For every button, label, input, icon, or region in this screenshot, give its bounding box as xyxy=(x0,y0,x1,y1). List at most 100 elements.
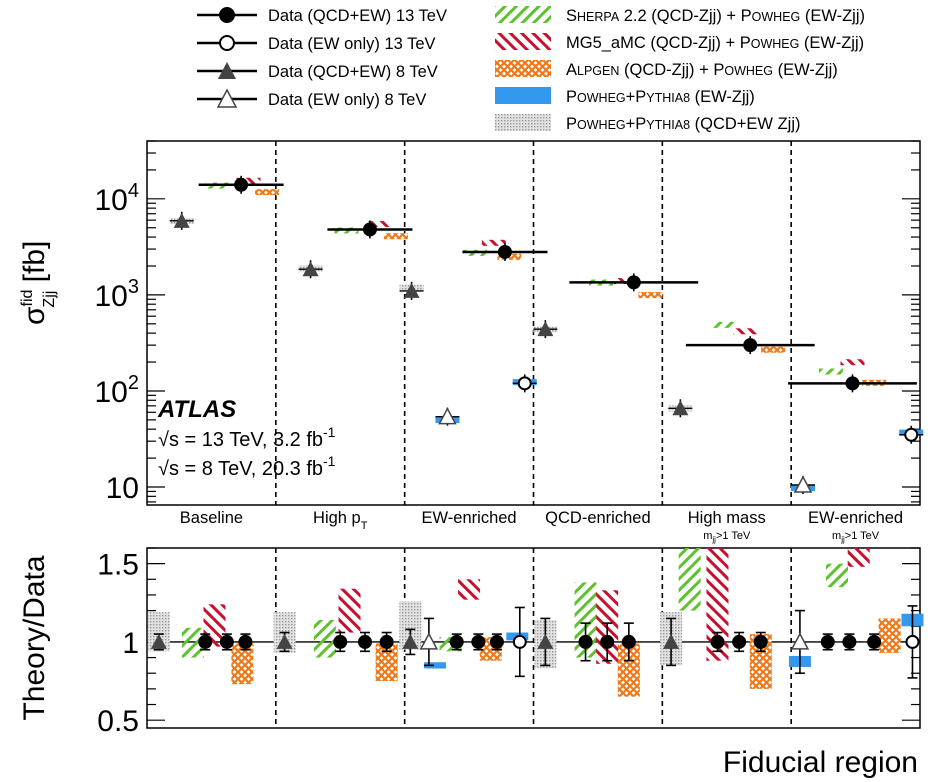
ratio-theory-band xyxy=(749,634,772,689)
ratio-point xyxy=(732,634,747,649)
data-point xyxy=(362,222,377,237)
legend-swatch xyxy=(495,60,551,77)
legend-label-part: OWHEG xyxy=(577,91,626,105)
legend-swatch xyxy=(495,6,551,23)
ratio-point xyxy=(790,632,810,650)
data-point xyxy=(743,338,758,353)
ratio-point xyxy=(238,634,253,649)
theory-band xyxy=(365,220,390,227)
ratio-theory-band xyxy=(338,588,361,633)
y-tick-label: 103 xyxy=(95,276,140,313)
sigma: σ xyxy=(18,306,51,325)
ratio-point xyxy=(820,634,835,649)
sigma-superscript: fid xyxy=(19,290,36,307)
legend-label-part: P xyxy=(566,115,577,133)
sqrt-s: √s xyxy=(158,429,179,451)
legend-marker xyxy=(219,35,235,51)
ratio-point xyxy=(449,634,464,649)
ratio-point xyxy=(753,634,768,649)
legend-label: Data (QCD+EW) 8 TeV xyxy=(268,63,438,81)
legend-label-part: (EW-Zjj) xyxy=(799,34,864,52)
category-name: QCD-enriched xyxy=(545,509,650,527)
cut-var: m xyxy=(703,530,712,542)
ratio-theory-band xyxy=(147,612,170,652)
ratio-point xyxy=(419,632,439,650)
ratio-tick-label: 1.5 xyxy=(97,549,139,582)
ratio-point xyxy=(905,634,920,649)
ratio-point xyxy=(621,634,636,649)
ratio-point xyxy=(198,634,213,649)
category-label: EW-enriched xyxy=(422,509,517,527)
legend-label: MG5_aMC (QCD-Zjj) + POWHEG (EW-Zjj) xyxy=(566,34,864,52)
legend-label: Data (EW only) 8 TeV xyxy=(268,91,426,109)
bottom-y-axis-title: Theory/Data xyxy=(18,555,51,720)
data-point xyxy=(904,427,919,442)
ratio-theory-band xyxy=(826,563,849,588)
legend-marker xyxy=(219,7,235,23)
legend-label: Data (QCD+EW) 13 TeV xyxy=(268,7,447,25)
ratio-point xyxy=(578,634,593,649)
ratio-theory-band xyxy=(878,618,901,653)
theory-band xyxy=(733,328,758,335)
cut-var-sub: jj xyxy=(840,535,845,544)
legend-label-part: OWHEG xyxy=(577,118,626,132)
cut-value: >1 TeV xyxy=(845,530,880,542)
legend-label-part: (EW-Zjj) xyxy=(690,88,755,106)
lumi-unit-exp: -1 xyxy=(323,424,336,440)
y-tick-base: 10 xyxy=(95,184,128,217)
y-tick-exponent: 3 xyxy=(128,276,139,298)
ratio-theory-band xyxy=(424,662,447,669)
axis-labels: Baseline High pT EW-enriched QCD-enriched Hi… xyxy=(18,241,918,779)
ratio-point xyxy=(663,633,680,649)
legend-label-part: S xyxy=(566,7,577,25)
legend-label-part: OWHEG xyxy=(751,37,800,51)
energy-text: = 8 TeV, 20.3 fb xyxy=(179,458,323,480)
data-point xyxy=(302,261,319,277)
sigma-subscript: Zjj xyxy=(41,291,58,308)
ratio-theory-band xyxy=(231,643,254,685)
theory-band xyxy=(818,368,843,375)
legend: Data (QCD+EW) 13 TeV Data (EW only) 13 Te… xyxy=(197,6,865,133)
legend-label-part: P xyxy=(566,88,577,106)
ratio-theory-band xyxy=(678,548,701,611)
data-point xyxy=(234,177,249,192)
legend-label-part: OWHEG xyxy=(752,10,801,24)
legend-marker xyxy=(218,62,236,79)
legend-label: Data (EW only) 13 TeV xyxy=(268,35,436,53)
legend-swatch xyxy=(495,114,551,131)
legend-label-part: OWHEG xyxy=(724,64,773,78)
legend-label-part: (QCD+EW Zjj) xyxy=(690,115,800,133)
ratio-point xyxy=(867,634,882,649)
data-point xyxy=(537,321,554,337)
legend-label-part: A xyxy=(566,61,577,79)
theory-band xyxy=(613,278,638,285)
legend-label-part: 2.2 (QCD-Zjj) + P xyxy=(619,7,751,25)
y-tick-label: 104 xyxy=(95,180,140,217)
theory-band xyxy=(711,321,736,328)
ratio-theory-band xyxy=(181,627,204,658)
category-label: High mass xyxy=(688,509,766,527)
category-name: EW-enriched xyxy=(422,509,517,527)
legend-label-part: +P xyxy=(626,115,647,133)
legend-label: POWHEG+PYTHIA8 (QCD+EW Zjj) xyxy=(566,115,801,133)
ratio-theory-band xyxy=(847,548,870,567)
ratio-point xyxy=(471,634,486,649)
ratio-theory-band xyxy=(458,579,481,600)
ratio-point xyxy=(842,634,857,649)
ratio-point xyxy=(219,634,234,649)
ratio-point xyxy=(600,634,615,649)
category-cut: mjj>1 TeV xyxy=(703,530,751,544)
legend-swatch xyxy=(495,87,551,104)
data-point xyxy=(403,282,420,298)
ratio-point xyxy=(150,633,167,649)
ratio-point xyxy=(276,633,293,649)
legend-label-part: +P xyxy=(626,88,647,106)
ratio-panel: 0.5 1 1.5 xyxy=(97,547,924,738)
legend-label-part: LPGEN xyxy=(577,64,619,78)
ratio-point xyxy=(489,634,504,649)
ratio-theory-band xyxy=(706,548,729,661)
legend-label-part: MG5_aMC (QCD-Zjj) + P xyxy=(566,34,751,52)
legend-marker xyxy=(216,88,238,108)
